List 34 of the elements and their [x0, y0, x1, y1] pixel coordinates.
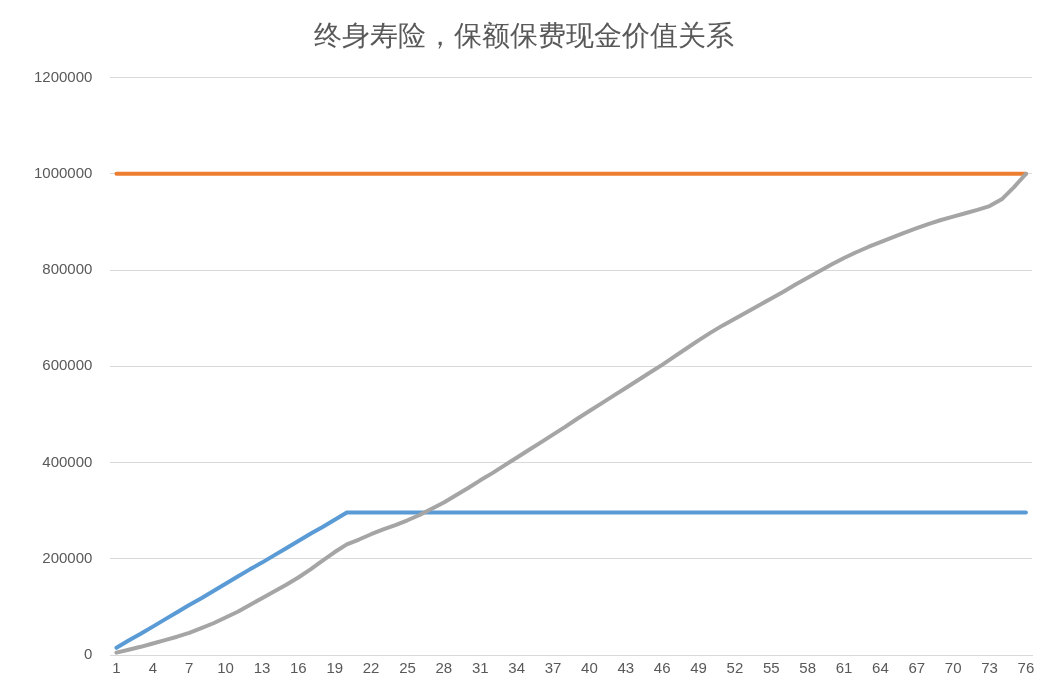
x-tick-label: 43 — [617, 659, 635, 677]
x-tick-label: 7 — [185, 659, 194, 677]
x-tick-label: 67 — [908, 659, 926, 677]
y-tick-label: 1200000 — [33, 67, 93, 85]
x-tick-label: 10 — [217, 659, 234, 677]
y-tick-label: 400000 — [42, 452, 93, 470]
x-tick-label: 25 — [399, 659, 416, 677]
y-tick-label: 600000 — [42, 356, 93, 374]
x-tick-label: 46 — [653, 659, 671, 677]
x-tick-label: 22 — [362, 659, 380, 677]
x-tick-label: 19 — [326, 659, 344, 677]
x-tick-label: 37 — [544, 659, 562, 677]
x-tick-label: 28 — [435, 659, 453, 677]
x-tick-label: 64 — [872, 659, 889, 677]
y-tick-label: 200000 — [42, 548, 93, 566]
x-tick-label: 70 — [944, 659, 962, 677]
x-tick-label: 13 — [253, 659, 271, 677]
x-tick-label: 16 — [290, 659, 307, 677]
x-tick-label: 34 — [508, 659, 525, 677]
x-tick-label: 1 — [112, 659, 121, 677]
x-tick-label: 55 — [762, 659, 780, 677]
x-tick-label: 52 — [726, 659, 744, 677]
x-tick-label: 40 — [581, 659, 598, 677]
y-tick-label: 800000 — [42, 260, 93, 278]
x-tick-label: 61 — [835, 659, 853, 677]
x-tick-label: 4 — [148, 659, 158, 677]
chart-title: 终身寿险，保额保费现金价值关系 — [314, 19, 734, 51]
x-tick-label: 31 — [471, 659, 489, 677]
x-tick-label: 73 — [981, 659, 998, 677]
y-tick-label: 1000000 — [33, 163, 93, 181]
x-tick-label: 76 — [1017, 659, 1035, 677]
x-tick-label: 49 — [690, 659, 707, 677]
y-tick-label: 0 — [84, 645, 93, 663]
x-tick-label: 58 — [799, 659, 817, 677]
